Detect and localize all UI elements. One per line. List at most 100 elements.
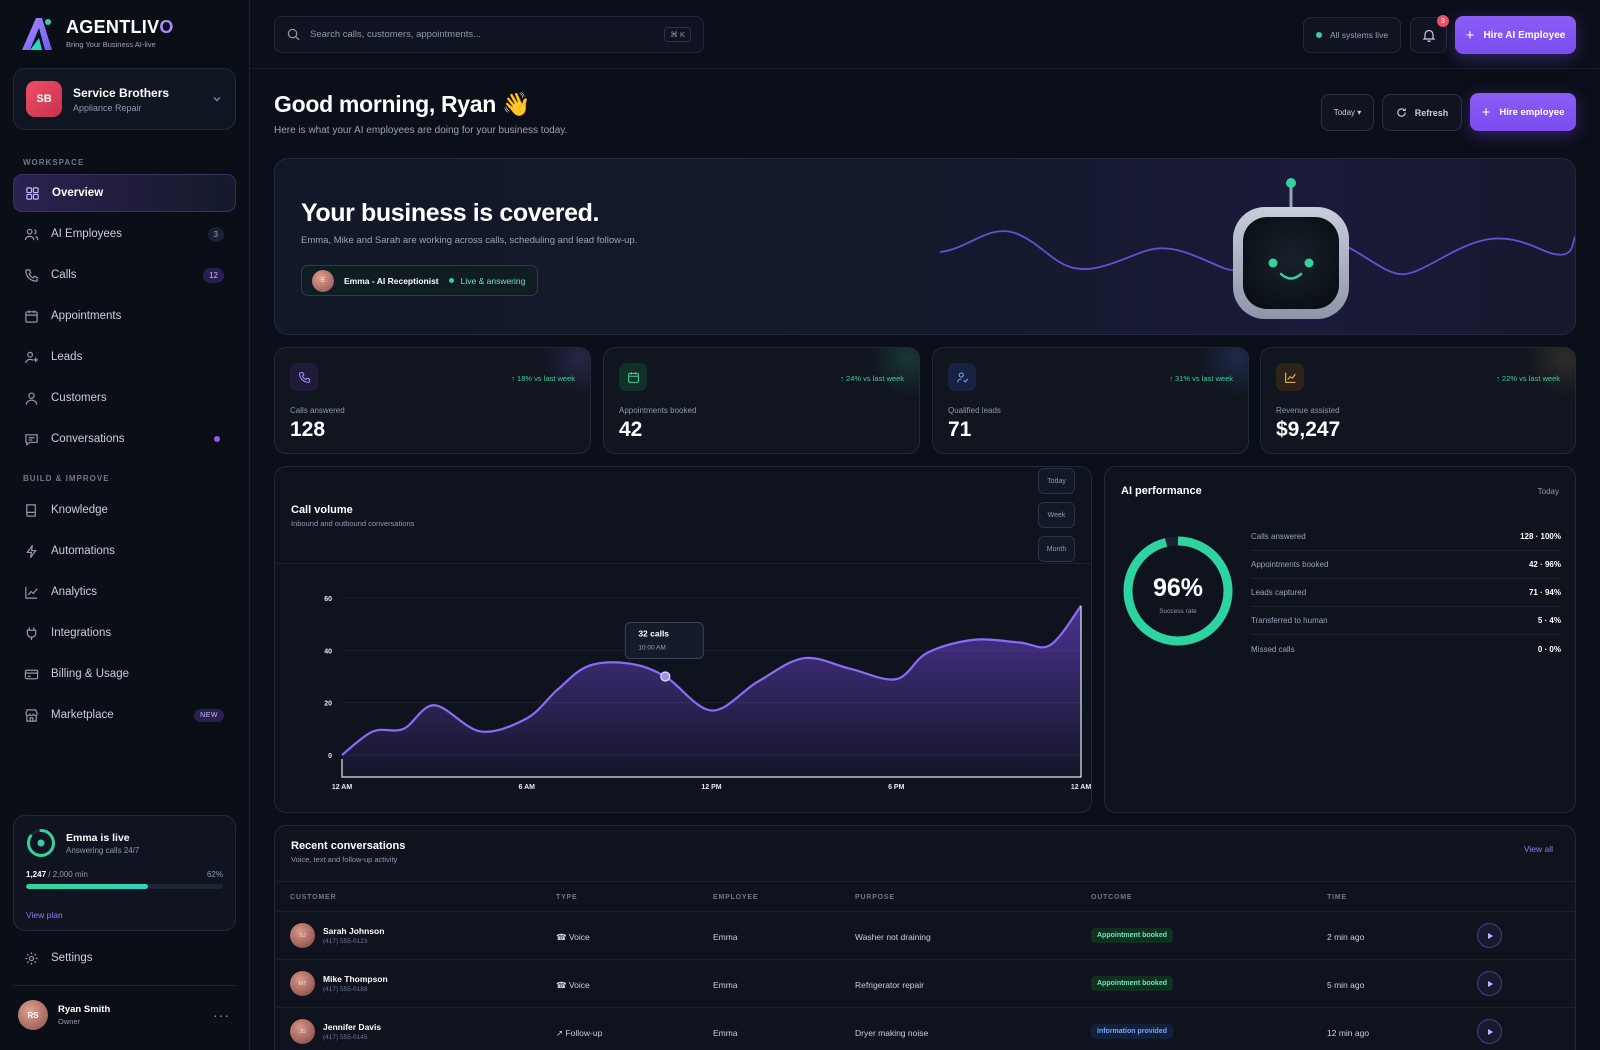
recent-conversations-title: Recent conversations bbox=[291, 840, 406, 852]
outcome-badge: Information provided bbox=[1091, 1024, 1173, 1039]
ai-employees-count-badge: 3 bbox=[207, 226, 224, 242]
customer-phone: (417) 555-0123 bbox=[323, 938, 368, 945]
user-profile[interactable]: RS Ryan Smith Owner ··· bbox=[18, 1000, 230, 1030]
column-header[interactable]: OUTCOME bbox=[1091, 894, 1133, 901]
sidebar-item-billing[interactable]: Billing & Usage bbox=[13, 655, 236, 693]
employee-name: Emma bbox=[713, 932, 738, 942]
chart-tooltip: 32 calls 10:00 AM bbox=[624, 622, 704, 659]
column-header[interactable]: PURPOSE bbox=[855, 894, 895, 901]
view-plan-link[interactable]: View plan bbox=[26, 910, 63, 920]
period-select[interactable]: Today ▾ bbox=[1321, 94, 1374, 131]
stat-value: $9,247 bbox=[1276, 418, 1341, 441]
x-tick-label: 6 AM bbox=[519, 784, 536, 791]
customer-name: Mike Thompson bbox=[323, 974, 388, 984]
stat-card-leads[interactable]: ↑ 31% vs last week Qualified leads 71 bbox=[932, 347, 1249, 454]
ai-performance-title: AI performance bbox=[1121, 485, 1202, 497]
brand-name: AGENTLIVO bbox=[66, 17, 174, 37]
sidebar-item-appointments[interactable]: Appointments bbox=[13, 297, 236, 335]
main-content: ⌘ K All systems live 3 +Hire AI Employee… bbox=[250, 0, 1600, 1050]
column-header[interactable]: EMPLOYEE bbox=[713, 894, 759, 901]
sidebar-item-knowledge[interactable]: Knowledge bbox=[13, 491, 236, 529]
sidebar-item-label: Customers bbox=[51, 392, 107, 404]
sidebar-item-conversations[interactable]: Conversations bbox=[13, 420, 236, 458]
sidebar-item-label: Integrations bbox=[51, 627, 112, 639]
conversation-type: ☎ Voice bbox=[556, 932, 590, 942]
sidebar-item-label: Leads bbox=[51, 351, 83, 363]
ai-performance-card: AI performance Today 96% Success rate Ca… bbox=[1104, 466, 1576, 813]
range-month-button[interactable]: Month bbox=[1038, 536, 1075, 562]
customer-avatar: MT bbox=[290, 971, 315, 996]
call-volume-subtitle: Inbound and outbound conversations bbox=[291, 519, 415, 528]
play-recording-button[interactable] bbox=[1477, 1019, 1502, 1044]
hire-employee-button[interactable]: + Hire employee bbox=[1470, 93, 1576, 131]
stat-trend: ↑ 18% vs last week bbox=[511, 374, 575, 383]
sidebar-item-ai-employees[interactable]: AI Employees 3 bbox=[13, 215, 236, 253]
system-status-pill[interactable]: All systems live bbox=[1303, 17, 1401, 53]
performance-row: Calls answered 128 · 100% bbox=[1251, 523, 1561, 551]
performance-row: Missed calls 0 · 0% bbox=[1251, 644, 1561, 654]
brand-logo[interactable]: AGENTLIVO Bring Your Business AI-live bbox=[18, 14, 174, 52]
hero-title: Your business is covered. bbox=[301, 199, 599, 227]
table-row[interactable]: JD Jennifer Davis (417) 555-0145 ↗ Follow-… bbox=[275, 1008, 1575, 1050]
column-header[interactable]: TIME bbox=[1327, 894, 1347, 901]
search-input[interactable] bbox=[310, 29, 665, 40]
bolt-icon bbox=[26, 544, 37, 558]
stat-trend: ↑ 31% vs last week bbox=[1169, 374, 1233, 383]
page-title: Good morning, Ryan 👋 bbox=[274, 91, 531, 117]
play-icon bbox=[1487, 1028, 1493, 1035]
sidebar-item-calls[interactable]: Calls 12 bbox=[13, 256, 236, 294]
table-row[interactable]: MT Mike Thompson (417) 555-0188 ☎ Voice Em… bbox=[275, 960, 1575, 1008]
notifications-button[interactable]: 3 bbox=[1410, 15, 1449, 53]
customer-name: Sarah Johnson bbox=[323, 926, 385, 936]
y-tick-label: 40 bbox=[324, 648, 332, 655]
sidebar: AGENTLIVO Bring Your Business AI-live SB… bbox=[0, 0, 250, 1050]
column-header[interactable]: CUSTOMER bbox=[290, 894, 337, 901]
workspace-section-label: WORKSPACE bbox=[23, 158, 85, 167]
ai-performance-period[interactable]: Today bbox=[1537, 487, 1559, 496]
column-header[interactable]: TYPE bbox=[556, 894, 578, 901]
hero-banner: Your business is covered. Emma, Mike and… bbox=[274, 158, 1576, 335]
play-recording-button[interactable] bbox=[1477, 923, 1502, 948]
range-today-button[interactable]: Today bbox=[1038, 468, 1075, 494]
agent-status: Live & answering bbox=[448, 276, 525, 286]
y-tick-label: 60 bbox=[324, 596, 332, 603]
sidebar-item-automations[interactable]: Automations bbox=[13, 532, 236, 570]
page-subtitle: Here is what your AI employees are doing… bbox=[274, 125, 568, 136]
hire-ai-employee-button[interactable]: + Hire AI Employee bbox=[1455, 16, 1576, 54]
stat-card-revenue[interactable]: ↑ 22% vs last week Revenue assisted $9,2… bbox=[1260, 347, 1576, 454]
performance-row: Transferred to human 5 · 4% bbox=[1251, 607, 1561, 635]
calendar-icon bbox=[619, 363, 647, 391]
range-week-button[interactable]: Week bbox=[1038, 502, 1075, 528]
sidebar-item-customers[interactable]: Customers bbox=[13, 379, 236, 417]
table-header: CUSTOMER TYPE EMPLOYEE PURPOSE OUTCOME T… bbox=[275, 881, 1575, 912]
line-chart-icon bbox=[25, 586, 38, 599]
stat-card-calls[interactable]: ↑ 18% vs last week Calls answered 128 bbox=[274, 347, 591, 454]
user-icon bbox=[25, 391, 38, 405]
sidebar-item-settings[interactable]: Settings bbox=[13, 940, 236, 976]
org-switcher[interactable]: SB Service Brothers Appliance Repair bbox=[13, 68, 236, 130]
sidebar-item-analytics[interactable]: Analytics bbox=[13, 573, 236, 611]
calls-count-badge: 12 bbox=[203, 267, 224, 283]
usage-row: 1,247 / 2,000 min 62% bbox=[26, 870, 223, 879]
table-row[interactable]: SJ Sarah Johnson (417) 555-0123 ☎ Voice Em… bbox=[275, 912, 1575, 960]
performance-row: Leads captured 71 · 94% bbox=[1251, 579, 1561, 607]
agent-name: Emma - AI Receptionist bbox=[344, 275, 439, 286]
play-recording-button[interactable] bbox=[1477, 971, 1502, 996]
view-all-link[interactable]: View all bbox=[1523, 844, 1553, 854]
card-icon bbox=[24, 669, 39, 679]
sidebar-item-label: AI Employees bbox=[51, 228, 122, 240]
sidebar-item-overview[interactable]: Overview bbox=[13, 174, 236, 212]
sidebar-item-integrations[interactable]: Integrations bbox=[13, 614, 236, 652]
outcome-badge: Appointment booked bbox=[1091, 928, 1173, 943]
live-status-ring-icon bbox=[27, 829, 55, 857]
stat-card-appointments[interactable]: ↑ 24% vs last week Appointments booked 4… bbox=[603, 347, 920, 454]
book-icon bbox=[26, 503, 36, 517]
search-box[interactable]: ⌘ K bbox=[274, 16, 704, 53]
agent-status-pill[interactable]: E Emma - AI Receptionist Live & answerin… bbox=[301, 265, 539, 296]
more-options-icon[interactable]: ··· bbox=[213, 1007, 230, 1023]
sidebar-item-marketplace[interactable]: Marketplace NEW bbox=[13, 696, 236, 734]
sidebar-item-leads[interactable]: Leads bbox=[13, 338, 236, 376]
refresh-button[interactable]: Refresh bbox=[1382, 94, 1462, 131]
chart-axis-frame bbox=[341, 605, 1082, 778]
usage-percent: 62% bbox=[206, 870, 223, 879]
